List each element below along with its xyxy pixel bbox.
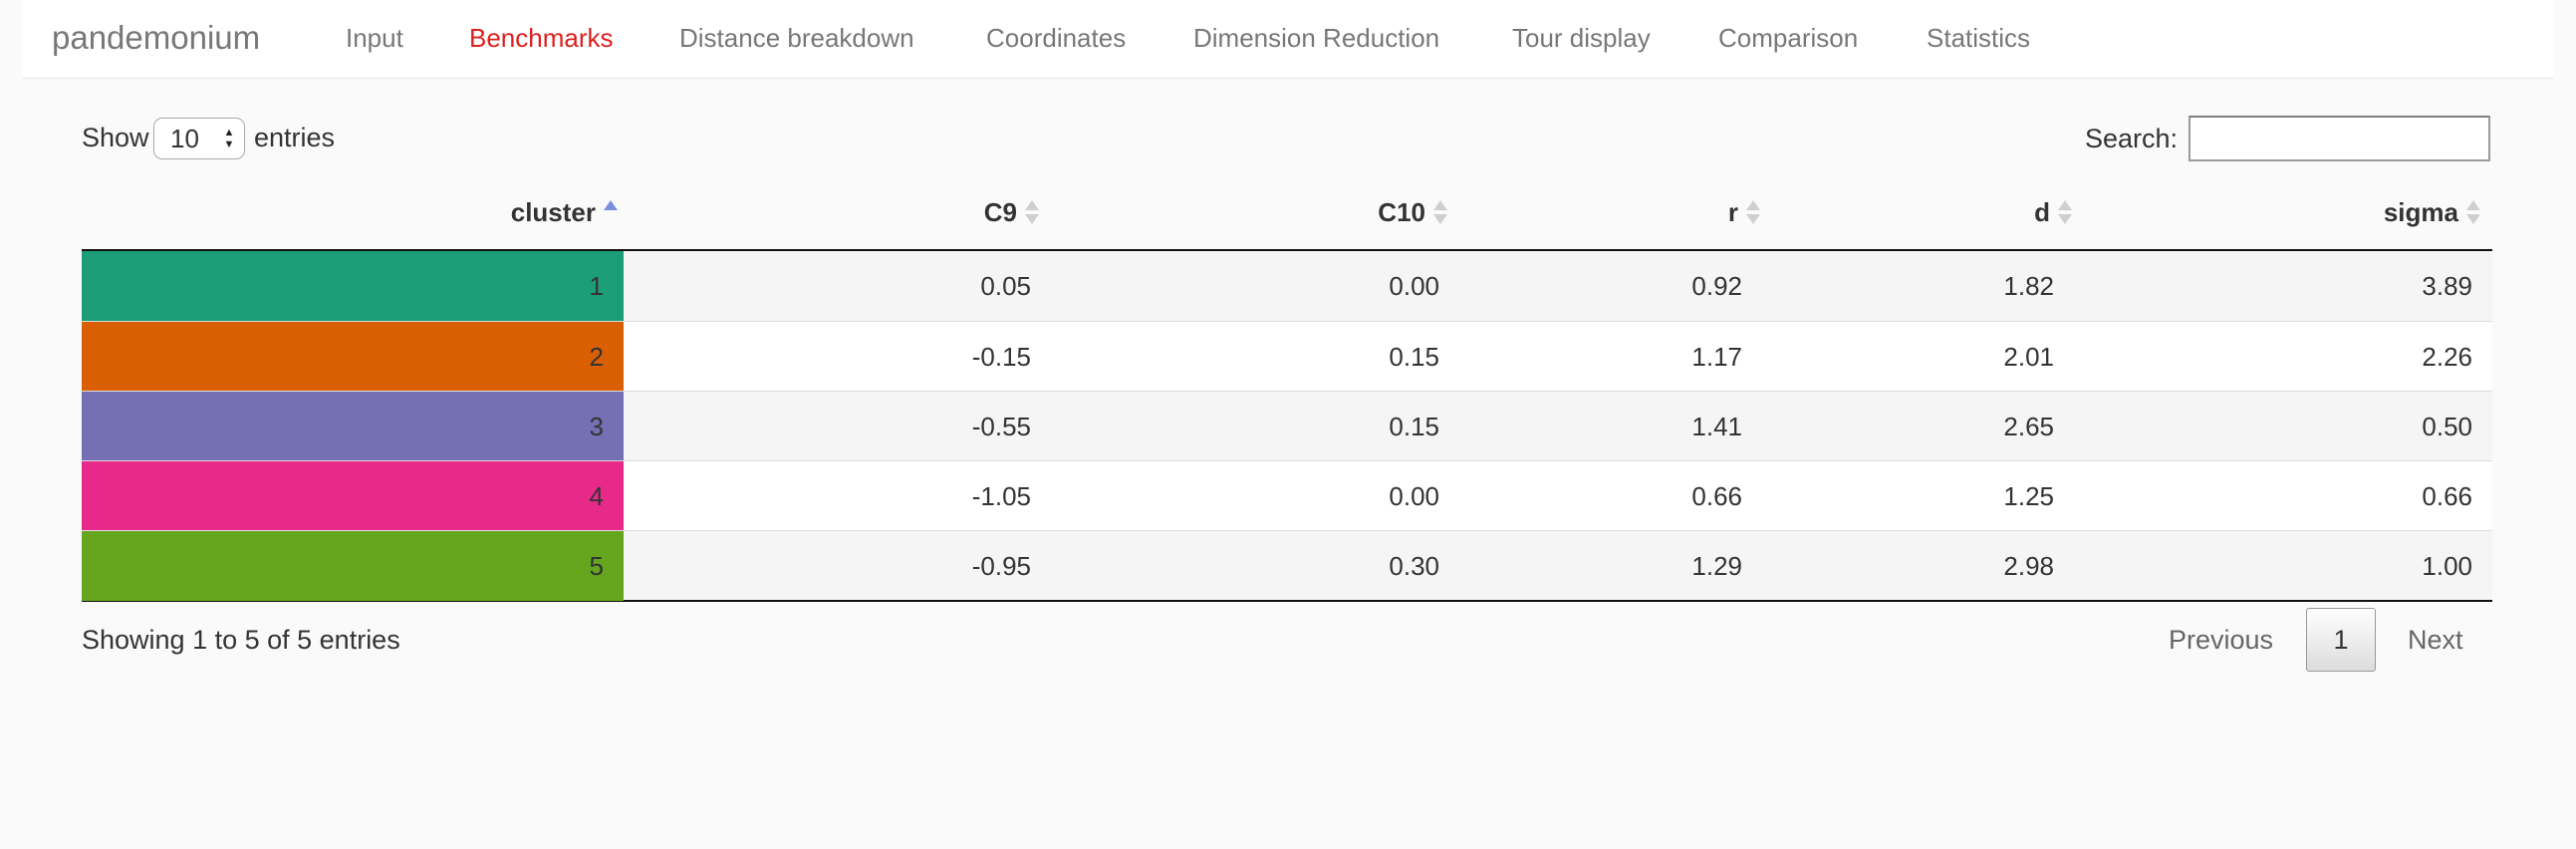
tab-dimension-reduction[interactable]: Dimension Reduction <box>1193 23 1440 53</box>
c10-cell: 0.00 <box>1389 481 1439 511</box>
c10-cell: 0.15 <box>1389 412 1439 441</box>
table-row: 3 -0.55 0.15 1.41 2.65 0.50 <box>82 391 2492 461</box>
sort-icon <box>2056 198 2074 226</box>
column-header-d[interactable]: d <box>1762 179 2074 249</box>
column-label: cluster <box>510 197 596 227</box>
r-cell: 0.66 <box>1691 481 1742 511</box>
c9-cell: -0.95 <box>971 551 1031 581</box>
column-header-sigma[interactable]: sigma <box>2074 179 2482 249</box>
r-cell: 1.17 <box>1691 342 1742 372</box>
page-length-select[interactable]: 10 ▲ ▼ <box>153 118 245 159</box>
r-cell: 1.29 <box>1691 551 1742 581</box>
tab-tour-display[interactable]: Tour display <box>1512 23 1651 53</box>
sort-ascending-icon <box>602 198 620 226</box>
tab-benchmarks[interactable]: Benchmarks <box>469 23 614 53</box>
sort-icon <box>2464 198 2482 226</box>
d-cell: 2.01 <box>2003 342 2054 372</box>
navbar: pandemonium Input Benchmarks Distance br… <box>22 0 2554 79</box>
tab-distance-breakdown[interactable]: Distance breakdown <box>679 23 914 53</box>
table-row: 5 -0.95 0.30 1.29 2.98 1.00 <box>82 530 2492 601</box>
previous-page-button[interactable]: Previous <box>2169 625 2274 655</box>
cluster-cell: 2 <box>82 322 624 392</box>
column-label: sigma <box>2383 197 2458 227</box>
cluster-cell: 4 <box>82 461 624 531</box>
c10-cell: 0.15 <box>1389 342 1439 372</box>
cluster-cell: 1 <box>82 251 624 321</box>
page-1-button[interactable]: 1 <box>2306 608 2376 672</box>
column-label: C10 <box>1378 197 1425 227</box>
column-label: C9 <box>983 197 1017 227</box>
table-row: 1 0.05 0.00 0.92 1.82 3.89 <box>82 251 2492 321</box>
select-arrows-icon: ▲ ▼ <box>223 127 235 150</box>
sigma-cell: 2.26 <box>2422 342 2472 372</box>
next-page-button[interactable]: Next <box>2408 625 2463 655</box>
sigma-cell: 3.89 <box>2422 271 2472 301</box>
column-label: r <box>1727 197 1738 227</box>
c9-cell: -0.55 <box>971 412 1031 441</box>
d-cell: 2.65 <box>2003 412 2054 441</box>
sigma-cell: 0.50 <box>2422 412 2472 441</box>
tab-input[interactable]: Input <box>346 23 403 53</box>
benchmarks-table: cluster C9 C10 r d sigma 1 0.05 0.00 0.9… <box>82 179 2492 602</box>
sort-icon <box>1744 198 1762 226</box>
cluster-cell: 5 <box>82 531 624 601</box>
column-header-c10[interactable]: C10 <box>1041 179 1449 249</box>
r-cell: 0.92 <box>1691 271 1742 301</box>
table-body: 1 0.05 0.00 0.92 1.82 3.89 2 -0.15 0.15 … <box>82 251 2492 602</box>
column-header-r[interactable]: r <box>1449 179 1762 249</box>
c9-cell: -1.05 <box>971 481 1031 511</box>
c9-cell: -0.15 <box>971 342 1031 372</box>
table-info: Showing 1 to 5 of 5 entries <box>82 625 400 655</box>
d-cell: 2.98 <box>2003 551 2054 581</box>
d-cell: 1.82 <box>2003 271 2054 301</box>
tab-coordinates[interactable]: Coordinates <box>986 23 1127 53</box>
table-row: 4 -1.05 0.00 0.66 1.25 0.66 <box>82 460 2492 531</box>
sigma-cell: 0.66 <box>2422 481 2472 511</box>
d-cell: 1.25 <box>2003 481 2054 511</box>
c10-cell: 0.00 <box>1389 271 1439 301</box>
app-brand[interactable]: pandemonium <box>52 19 261 56</box>
c10-cell: 0.30 <box>1389 551 1439 581</box>
c9-cell: 0.05 <box>980 271 1031 301</box>
column-header-c9[interactable]: C9 <box>620 179 1041 249</box>
sort-icon <box>1431 198 1449 226</box>
column-header-cluster[interactable]: cluster <box>82 179 620 249</box>
sort-icon <box>1023 198 1041 226</box>
column-label: d <box>2034 197 2050 227</box>
search-input[interactable] <box>2189 116 2490 161</box>
r-cell: 1.41 <box>1691 412 1742 441</box>
table-header: cluster C9 C10 r d sigma <box>82 179 2492 251</box>
tab-statistics[interactable]: Statistics <box>1927 23 2031 53</box>
search-label: Search: <box>2085 124 2179 153</box>
table-row: 2 -0.15 0.15 1.17 2.01 2.26 <box>82 321 2492 392</box>
tab-comparison[interactable]: Comparison <box>1718 23 1859 53</box>
sigma-cell: 1.00 <box>2422 551 2472 581</box>
page-length-value: 10 <box>170 124 199 153</box>
show-label: Show <box>82 123 149 152</box>
entries-label: entries <box>254 123 336 152</box>
cluster-cell: 3 <box>82 392 624 461</box>
